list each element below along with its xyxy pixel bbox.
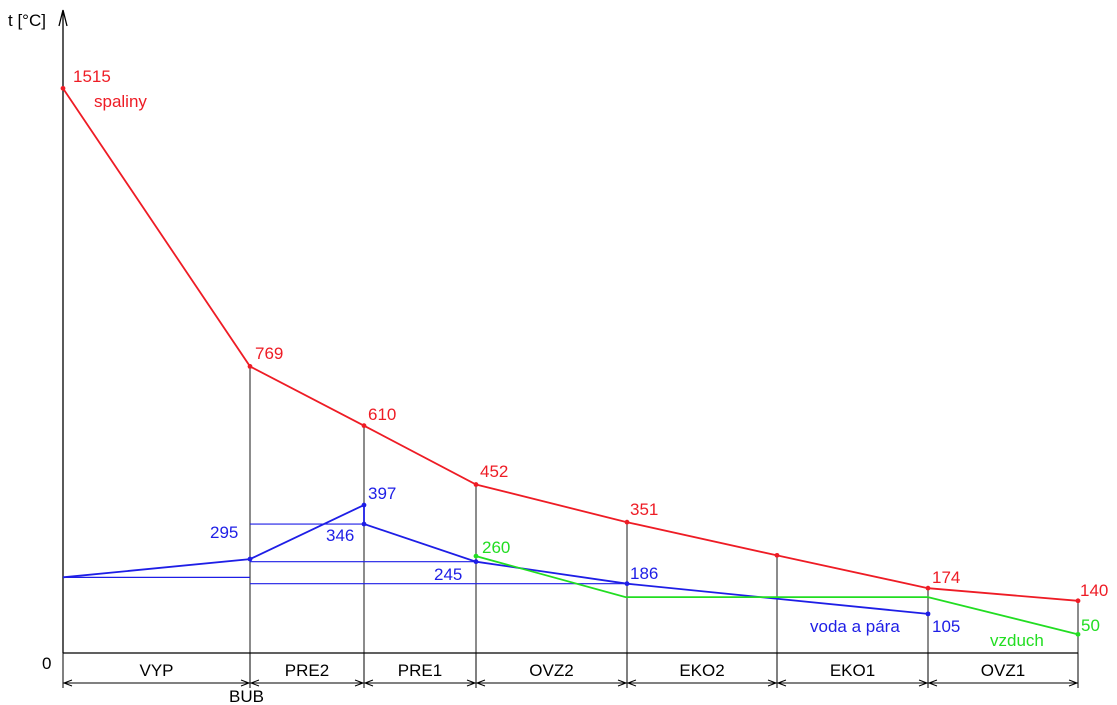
point-water_steam-1 [247,556,253,562]
arrow-left-4 [626,679,637,687]
series-line-flue_gas [62,87,1079,602]
point-air-3 [1075,631,1081,637]
arrow-right-5 [918,679,929,687]
y-axis-label: t [°C] [8,11,46,30]
arrow-left-0 [62,679,73,687]
series-lines [62,87,1079,636]
point-water_steam-4 [473,559,479,565]
point-water_steam-6 [624,581,630,587]
label-water-105: 105 [932,617,960,636]
bub-label: BUB [229,687,264,705]
point-flue_gas-1 [247,363,253,369]
point-air-0 [473,553,479,559]
axes: t [°C] 0 [8,9,1078,673]
label-flue-610: 610 [368,405,396,424]
label-air-50: 50 [1081,616,1100,635]
arrow-left-6 [927,679,938,687]
point-flue_gas-4 [624,519,630,525]
arrow-right-1 [354,679,365,687]
section-label-eko2: EKO2 [679,661,724,680]
arrow-left-3 [475,679,486,687]
point-water_steam-2 [361,502,367,508]
section-dividers [249,366,1079,653]
section-label-vyp: VYP [139,661,173,680]
label-flue-174: 174 [932,568,960,587]
arrow-right-2 [466,679,477,687]
arrow-left-2 [363,679,374,687]
label-flue-140: 140 [1080,581,1108,600]
arrow-left-1 [249,679,260,687]
label-flue-769: 769 [255,344,283,363]
point-flue_gas-3 [473,482,479,487]
label-water-346: 346 [326,526,354,545]
label-flue-351: 351 [630,500,658,519]
point-water_steam-7 [925,611,931,617]
section-label-eko1: EKO1 [830,661,875,680]
label-water-186: 186 [630,564,658,583]
series-line-air [475,555,1079,636]
label-water-295: 295 [210,523,238,542]
label-flue-452: 452 [480,462,508,481]
series-points [60,85,1081,637]
series-name-spaliny: spaliny [94,92,147,111]
point-flue_gas-5 [774,552,780,558]
label-water-397: 397 [368,484,396,503]
arrow-right-0 [240,679,251,687]
arrow-left-5 [776,679,787,687]
y-axis-arrow [58,9,68,27]
section-bar: VYP PRE2 PRE1 OVZ2 EKO2 EKO1 OVZ1 [62,653,1079,688]
point-flue_gas-6 [925,585,931,591]
water-reference-lines [63,523,627,585]
origin-label: 0 [42,654,51,673]
point-water_steam-3 [361,521,367,527]
label-spaliny: 1515 [73,67,111,86]
section-label-pre2: PRE2 [285,661,329,680]
series-name-water: voda a pára [810,617,900,636]
point-flue_gas-0 [60,85,66,91]
section-label-ovz2: OVZ2 [529,661,573,680]
point-flue_gas-2 [361,423,367,429]
arrow-right-6 [1068,679,1079,687]
section-label-pre1: PRE1 [398,661,442,680]
section-label-ovz1: OVZ1 [981,661,1025,680]
arrow-right-3 [617,679,628,687]
point-flue_gas-7 [1075,598,1081,604]
label-air-260: 260 [482,538,510,557]
series-name-air: vzduch [990,631,1044,650]
label-water-245: 245 [434,565,462,584]
value-labels: 1515 spaliny 769 610 452 351 174 140 295… [73,67,1108,650]
arrow-right-4 [767,679,778,687]
